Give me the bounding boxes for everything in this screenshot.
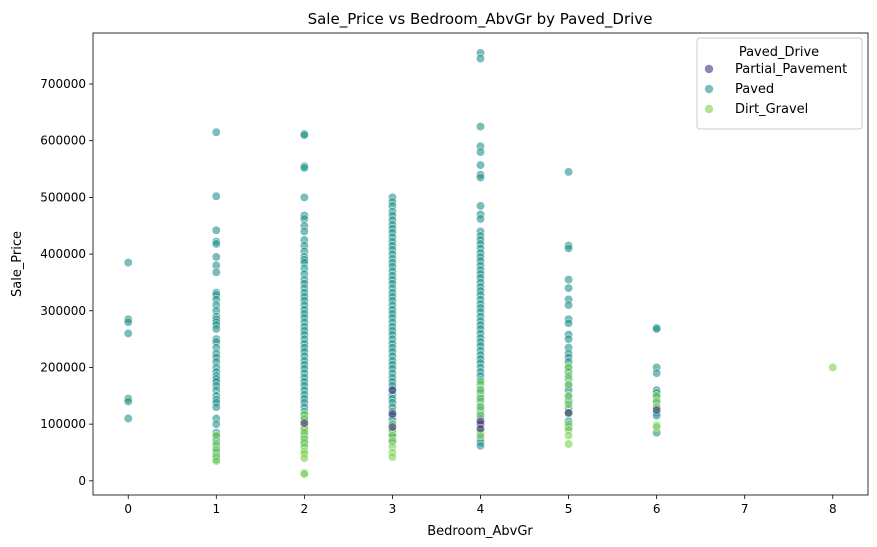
- data-point-dirt-gravel: [476, 402, 485, 412]
- data-point-paved: [476, 173, 485, 183]
- data-points: [123, 48, 838, 479]
- data-point-paved: [299, 192, 309, 202]
- legend-label: Paved: [735, 82, 774, 97]
- x-tick-label: 0: [124, 502, 132, 516]
- x-tick-label: 2: [301, 502, 309, 516]
- data-point-partial-pavement: [652, 405, 662, 415]
- data-point-dirt-gravel: [564, 380, 574, 389]
- data-point-paved: [564, 334, 574, 344]
- data-point-paved: [211, 267, 221, 277]
- data-point-paved: [211, 225, 221, 235]
- data-point-paved: [564, 318, 574, 328]
- y-tick-label: 700000: [40, 77, 86, 91]
- data-point-paved: [211, 191, 221, 201]
- data-point-dirt-gravel: [211, 456, 221, 466]
- data-point-paved: [299, 226, 309, 236]
- data-point-paved: [476, 214, 485, 224]
- data-point-dirt-gravel: [476, 394, 485, 404]
- data-point-dirt-gravel: [299, 469, 309, 479]
- data-point-dirt-gravel: [564, 371, 574, 381]
- y-tick-label: 300000: [40, 304, 86, 318]
- data-point-paved: [211, 127, 221, 137]
- data-point-paved: [123, 397, 133, 406]
- data-point-dirt-gravel: [564, 431, 574, 440]
- data-point-paved: [476, 147, 485, 157]
- data-point-partial-pavement: [387, 385, 397, 395]
- x-axis-ticks: 0 1 2 3 4 5 6 7 8: [124, 495, 837, 516]
- data-point-paved: [299, 163, 309, 173]
- data-point-paved: [564, 275, 574, 285]
- data-point-paved: [476, 441, 485, 451]
- legend-marker: [704, 64, 714, 74]
- data-point-dirt-gravel: [564, 439, 574, 449]
- chart-title: Sale_Price vs Bedroom_AbvGr by Paved_Dri…: [308, 10, 653, 29]
- data-point-paved: [476, 54, 485, 63]
- x-tick-label: 1: [212, 502, 220, 516]
- data-point-partial-pavement: [564, 408, 574, 418]
- x-tick-label: 4: [477, 502, 485, 516]
- data-point-paved: [211, 239, 221, 249]
- y-tick-label: 400000: [40, 247, 86, 261]
- data-point-dirt-gravel: [476, 385, 485, 395]
- data-point-paved: [652, 324, 662, 334]
- data-point-dirt-gravel: [564, 399, 574, 409]
- legend-marker: [704, 104, 714, 114]
- legend: Paved_Drive Partial_Pavement Paved Dirt_Gr…: [696, 37, 863, 130]
- data-point-paved: [211, 402, 221, 412]
- data-point-paved: [564, 300, 574, 310]
- legend-label: Partial_Pavement: [735, 62, 847, 77]
- x-tick-label: 8: [829, 502, 837, 516]
- data-point-dirt-gravel: [564, 391, 574, 401]
- x-tick-label: 3: [389, 502, 397, 516]
- data-point-partial-pavement: [387, 422, 397, 432]
- y-tick-label: 0: [78, 474, 86, 488]
- x-tick-label: 7: [741, 502, 749, 516]
- data-point-paved: [299, 130, 309, 140]
- data-point-dirt-gravel: [828, 363, 838, 372]
- x-tick-label: 6: [653, 502, 661, 516]
- data-point-partial-pavement: [387, 409, 397, 419]
- y-tick-label: 200000: [40, 360, 86, 374]
- data-point-paved: [652, 368, 662, 378]
- data-point-dirt-gravel: [564, 363, 574, 372]
- y-tick-label: 100000: [40, 417, 86, 431]
- data-point-paved: [564, 283, 574, 293]
- legend-title: Paved_Drive: [739, 45, 819, 60]
- data-point-paved: [123, 328, 133, 338]
- data-point-paved: [564, 243, 574, 253]
- data-point-partial-pavement: [476, 424, 485, 434]
- data-point-paved: [564, 167, 574, 177]
- x-axis-label: Bedroom_AbvGr: [427, 524, 533, 539]
- data-point-dirt-gravel: [652, 422, 662, 432]
- data-point-dirt-gravel: [211, 431, 221, 440]
- data-point-partial-pavement: [299, 418, 309, 428]
- y-tick-label: 500000: [40, 190, 86, 204]
- data-point-paved: [476, 201, 485, 211]
- x-tick-label: 5: [565, 502, 573, 516]
- y-axis-ticks: 0 100000 200000 300000 400000 500000 600000 700…: [40, 77, 93, 488]
- y-axis-label: Sale_Price: [10, 231, 25, 297]
- data-point-paved: [211, 324, 221, 334]
- y-tick-label: 600000: [40, 134, 86, 148]
- legend-marker: [704, 84, 714, 94]
- data-point-paved: [476, 160, 485, 170]
- data-point-paved: [123, 258, 133, 268]
- data-point-dirt-gravel: [387, 452, 397, 462]
- legend-label: Dirt_Gravel: [735, 102, 808, 117]
- data-point-paved: [476, 122, 485, 131]
- data-point-paved: [211, 252, 221, 262]
- data-point-paved: [123, 317, 133, 327]
- legend-box: [696, 37, 863, 130]
- data-point-dirt-gravel: [476, 377, 485, 387]
- data-point-paved: [211, 419, 221, 429]
- data-point-paved: [123, 414, 133, 423]
- data-point-dirt-gravel: [299, 453, 309, 463]
